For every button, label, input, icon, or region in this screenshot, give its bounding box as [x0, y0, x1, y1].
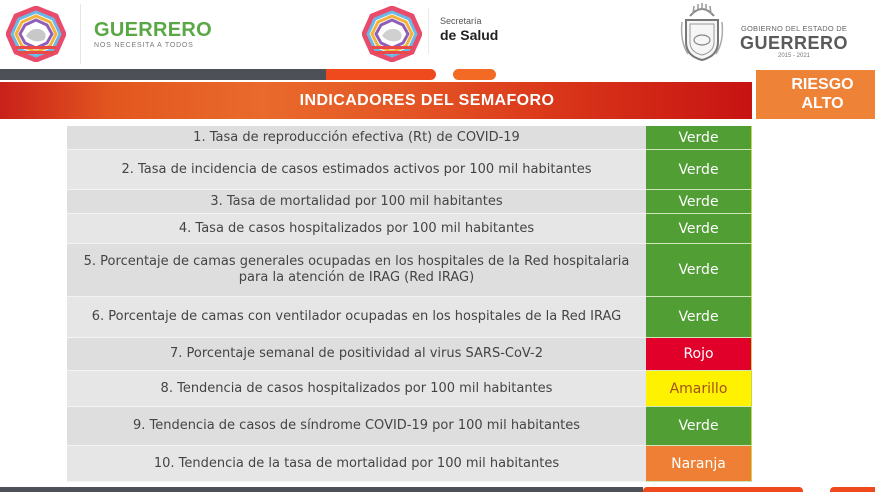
indicator-label: 2. Tasa de incidencia de casos estimados… — [67, 150, 646, 190]
indicator-label: 7. Porcentaje semanal de positividad al … — [67, 338, 646, 371]
indicator-status: Verde — [646, 214, 752, 244]
table-row: 7. Porcentaje semanal de positividad al … — [67, 338, 752, 371]
left-brand-title: GUERRERO — [94, 19, 212, 41]
state-crest-icon — [680, 3, 724, 62]
table-row: 5. Porcentaje de camas generales ocupada… — [67, 244, 752, 297]
brand-divider — [80, 4, 81, 64]
indicator-label: 4. Tasa de casos hospitalizados por 100 … — [67, 214, 646, 244]
decorative-bar-pill — [453, 69, 496, 80]
table-row: 3. Tasa de mortalidad por 100 mil habita… — [67, 190, 752, 214]
indicator-status: Amarillo — [646, 371, 752, 407]
decorative-bar-red-bottom — [643, 487, 803, 492]
indicator-label: 1. Tasa de reproducción efectiva (Rt) de… — [67, 126, 646, 150]
indicator-status: Rojo — [646, 338, 752, 371]
right-brand-years: 2015 - 2021 — [777, 53, 811, 59]
table-row: 4. Tasa de casos hospitalizados por 100 … — [67, 214, 752, 244]
indicator-status: Naranja — [646, 446, 752, 482]
indicator-status: Verde — [646, 126, 752, 150]
indicator-status: Verde — [646, 407, 752, 446]
table-row: 8. Tendencia de casos hospitalizados por… — [67, 371, 752, 407]
table-row: 1. Tasa de reproducción efectiva (Rt) de… — [67, 126, 752, 150]
right-brand-small: GOBIERNO DEL ESTADO DE — [740, 24, 848, 33]
risk-level-badge: RIESGO ALTO — [756, 70, 875, 119]
center-brand: Secretaría de Salud — [440, 16, 498, 43]
indicator-label: 8. Tendencia de casos hospitalizados por… — [67, 371, 646, 407]
title-banner: INDICADORES DEL SEMAFORO — [0, 82, 752, 119]
left-brand-subtitle: NOS NECESITA A TODOS — [94, 42, 194, 49]
left-brand: GUERRERO NOS NECESITA A TODOS — [94, 20, 212, 49]
decorative-bar-pill-bottom — [830, 487, 875, 492]
risk-line-2: ALTO — [801, 95, 844, 112]
table-row: 10. Tendencia de la tasa de mortalidad p… — [67, 446, 752, 482]
table-row: 6. Porcentaje de camas con ventilador oc… — [67, 297, 752, 338]
indicator-label: 10. Tendencia de la tasa de mortalidad p… — [67, 446, 646, 482]
indicator-label: 6. Porcentaje de camas con ventilador oc… — [67, 297, 646, 338]
brand-divider — [428, 8, 429, 54]
indicator-status: Verde — [646, 150, 752, 190]
risk-line-1: RIESGO — [791, 76, 854, 93]
table-row: 9. Tendencia de casos de síndrome COVID-… — [67, 407, 752, 446]
indicator-status: Verde — [646, 190, 752, 214]
banner-title: INDICADORES DEL SEMAFORO — [299, 92, 555, 109]
right-brand-big: GUERRERO — [739, 33, 848, 53]
indicator-label: 5. Porcentaje de camas generales ocupada… — [67, 244, 646, 297]
indicator-status: Verde — [646, 297, 752, 338]
decorative-bar-dark — [0, 69, 326, 80]
indicator-status: Verde — [646, 244, 752, 297]
indicator-label: 3. Tasa de mortalidad por 100 mil habita… — [67, 190, 646, 214]
center-brand-big: de Salud — [440, 27, 499, 43]
right-brand: GOBIERNO DEL ESTADO DE GUERRERO 2015 - 2… — [738, 24, 850, 59]
indicator-label: 9. Tendencia de casos de síndrome COVID-… — [67, 407, 646, 446]
center-brand-small: Secretaría — [440, 16, 482, 26]
salud-knot-logo-icon — [362, 6, 422, 62]
decorative-bar-red — [326, 69, 436, 80]
guerrero-knot-logo-icon — [6, 6, 66, 62]
decorative-bar-dark-bottom — [0, 487, 643, 492]
table-row: 2. Tasa de incidencia de casos estimados… — [67, 150, 752, 190]
